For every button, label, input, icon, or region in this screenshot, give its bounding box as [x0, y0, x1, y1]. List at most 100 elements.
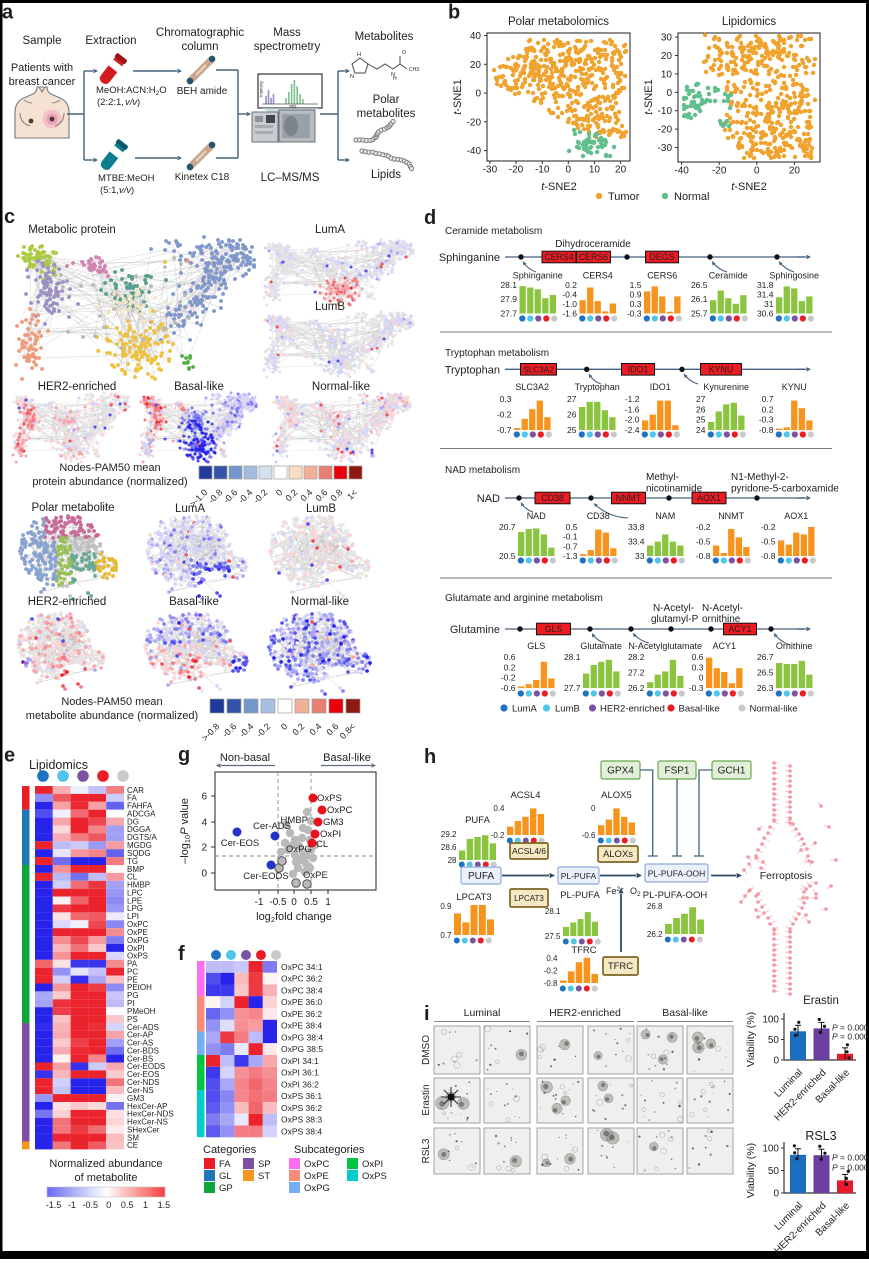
- svg-text:Metabolites: Metabolites: [355, 31, 414, 43]
- svg-text:Subcategories: Subcategories: [294, 1144, 365, 1156]
- svg-text:CERS6: CERS6: [647, 271, 677, 281]
- svg-text:20.5: 20.5: [499, 551, 516, 561]
- svg-text:Sphinganine: Sphinganine: [513, 271, 563, 281]
- svg-text:1: 1: [325, 897, 331, 908]
- svg-text:Tryptophan: Tryptophan: [445, 364, 500, 376]
- svg-text:CE: CE: [127, 1141, 138, 1150]
- svg-text:27: 27: [567, 394, 577, 404]
- svg-text:GPX4: GPX4: [607, 766, 634, 777]
- svg-text:-1: -1: [255, 897, 264, 908]
- svg-text:40: 40: [470, 31, 482, 42]
- svg-text:0.4: 0.4: [546, 954, 558, 963]
- svg-text:CERS4: CERS4: [583, 271, 613, 281]
- svg-text:P = 0.0003: P = 0.0003: [832, 1032, 869, 1042]
- svg-text:20: 20: [615, 165, 627, 176]
- svg-text:Ornithine: Ornithine: [776, 641, 813, 651]
- svg-text:f: f: [178, 943, 185, 965]
- svg-text:100: 100: [762, 1144, 779, 1155]
- svg-text:PL-PUFA: PL-PUFA: [561, 871, 597, 881]
- svg-text:-0.2: -0.2: [497, 410, 512, 420]
- svg-text:Sphingosine: Sphingosine: [769, 271, 819, 281]
- svg-text:-10: -10: [535, 165, 550, 176]
- svg-text:log2fold change: log2fold change: [256, 911, 332, 924]
- svg-text:Basal-like: Basal-like: [323, 752, 371, 764]
- svg-text:OxPC: OxPC: [304, 1159, 329, 1170]
- svg-text:0.2: 0.2: [504, 662, 516, 672]
- svg-text:): ): [131, 185, 134, 196]
- svg-text:50: 50: [768, 1035, 780, 1046]
- svg-text:Glutamate: Glutamate: [580, 641, 622, 651]
- svg-text:-0.2: -0.2: [544, 967, 558, 976]
- svg-text:26.1: 26.1: [691, 294, 708, 304]
- svg-text:h: h: [424, 746, 436, 768]
- svg-text:25.7: 25.7: [691, 309, 708, 319]
- svg-text:31.4: 31.4: [757, 290, 774, 300]
- svg-text:Basal-like: Basal-like: [174, 381, 224, 393]
- svg-text:0.4: 0.4: [493, 804, 505, 813]
- svg-text:LumA: LumA: [175, 503, 205, 515]
- svg-text:Glutamine: Glutamine: [450, 624, 500, 636]
- svg-text:CERS4: CERS4: [544, 252, 573, 262]
- svg-text:27.9: 27.9: [500, 294, 517, 304]
- svg-text:OxPI 36:1: OxPI 36:1: [281, 1068, 319, 1078]
- svg-text:(2:2:1,: (2:2:1,: [97, 97, 124, 108]
- svg-text:CERS6: CERS6: [579, 252, 608, 262]
- svg-text:protein abundance (normalized): protein abundance (normalized): [32, 476, 187, 488]
- svg-text:spectrometry: spectrometry: [254, 41, 321, 53]
- svg-text:metabolites: metabolites: [357, 108, 416, 120]
- svg-text:Tumor: Tumor: [608, 191, 640, 203]
- svg-text:Viability (%): Viability (%): [745, 1012, 757, 1067]
- svg-text:6: 6: [201, 792, 207, 803]
- svg-text:ACSL4/6: ACSL4/6: [512, 846, 546, 856]
- svg-text:P = 0.0001: P = 0.0001: [832, 1153, 869, 1163]
- svg-text:TFRC: TFRC: [571, 945, 596, 956]
- svg-text:Basal-like: Basal-like: [169, 596, 219, 608]
- svg-text:28.6: 28.6: [441, 843, 457, 852]
- svg-text:DMSO: DMSO: [421, 1035, 432, 1065]
- svg-text:Non-basal: Non-basal: [220, 752, 270, 764]
- svg-text:Basal-like: Basal-like: [662, 1007, 708, 1019]
- svg-text:NAD: NAD: [477, 493, 500, 505]
- svg-text:t-SNE2: t-SNE2: [731, 181, 766, 193]
- svg-text:Lipidomics: Lipidomics: [722, 16, 777, 28]
- svg-text:Tryptophan metabolism: Tryptophan metabolism: [445, 348, 549, 359]
- svg-text:PL-PUFA: PL-PUFA: [560, 890, 600, 901]
- svg-text:LumA: LumA: [512, 704, 537, 715]
- svg-text:of metabolite: of metabolite: [75, 1172, 138, 1184]
- svg-text:HMBP: HMBP: [281, 815, 308, 826]
- svg-text:0.3: 0.3: [692, 662, 704, 672]
- svg-text:Polar: Polar: [373, 94, 400, 106]
- svg-text:Methyl-: Methyl-: [646, 472, 679, 483]
- svg-text:MTBE:MeOH: MTBE:MeOH: [98, 173, 155, 184]
- svg-text:BEH amide: BEH amide: [177, 86, 228, 97]
- svg-text:HER2-enriched: HER2-enriched: [38, 381, 117, 393]
- svg-text:-20: -20: [658, 125, 673, 136]
- svg-text:-1.5: -1.5: [46, 1200, 62, 1210]
- svg-text:OxPI: OxPI: [362, 1159, 383, 1170]
- svg-text:AOX1: AOX1: [697, 493, 721, 503]
- svg-text:-1.3: -1.3: [563, 551, 578, 561]
- svg-text:ST: ST: [258, 1171, 270, 1182]
- svg-text:LPCAT3: LPCAT3: [514, 894, 544, 903]
- svg-text:0: 0: [591, 804, 596, 813]
- svg-text:ALOX5: ALOX5: [601, 790, 632, 801]
- svg-text:-20: -20: [712, 166, 727, 177]
- svg-text:31: 31: [764, 299, 774, 309]
- svg-text:PL-PUFA-OOH: PL-PUFA-OOH: [643, 890, 708, 901]
- svg-text:-0.3: -0.3: [689, 683, 704, 693]
- svg-text:GLS: GLS: [527, 641, 545, 651]
- svg-text:CL: CL: [316, 839, 328, 850]
- svg-text:28.1: 28.1: [500, 280, 517, 290]
- svg-text:-0.5: -0.5: [761, 537, 776, 547]
- svg-text:Ferroptosis: Ferroptosis: [760, 870, 813, 882]
- svg-text:-0.7: -0.7: [497, 425, 512, 435]
- svg-text:N-Acetylglutamate: N-Acetylglutamate: [628, 641, 702, 651]
- svg-text:Kynurenine: Kynurenine: [703, 382, 749, 392]
- svg-text:OxPS 38:4: OxPS 38:4: [281, 1126, 322, 1136]
- svg-text:): ): [137, 97, 140, 108]
- svg-text:-0.1: -0.1: [563, 532, 578, 542]
- svg-text:OxPI 34:1: OxPI 34:1: [281, 1056, 319, 1066]
- svg-text:LumB: LumB: [555, 704, 580, 715]
- svg-text:1.5: 1.5: [158, 1200, 171, 1210]
- svg-text:c: c: [4, 206, 15, 228]
